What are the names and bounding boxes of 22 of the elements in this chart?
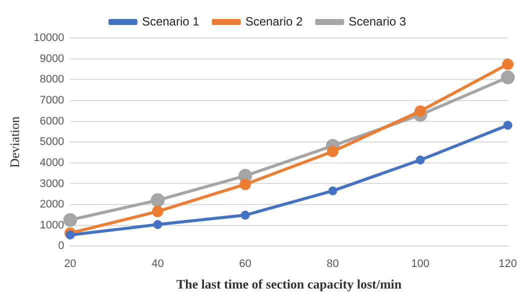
- x-axis-title: The last time of section capacity lost/min: [176, 276, 402, 292]
- y-tick-label: 9000: [40, 52, 64, 65]
- x-tick-label: 100: [411, 258, 430, 270]
- y-tick-label: 4000: [40, 156, 64, 169]
- y-tick-label: 2000: [40, 198, 64, 211]
- x-tick-label: 40: [152, 258, 164, 270]
- y-axis-title: Deviation: [7, 116, 22, 168]
- x-tick-label: 20: [64, 258, 76, 270]
- legend-label: Scenario 2: [245, 14, 304, 28]
- y-tick-label: 5000: [40, 136, 64, 148]
- x-tick-label: 80: [326, 258, 339, 270]
- legend-label: Scenario 3: [348, 14, 406, 28]
- x-tick-label: 60: [239, 258, 252, 270]
- y-tick-label: 8000: [40, 74, 64, 86]
- y-tick-label: 6000: [40, 115, 64, 128]
- y-tick-label: 7000: [40, 94, 64, 106]
- legend-label: Scenario 1: [142, 14, 200, 28]
- y-tick-label: 0: [58, 240, 64, 252]
- y-tick-label: 10000: [34, 32, 64, 44]
- x-tick-label: 120: [498, 258, 518, 270]
- y-tick-label: 3000: [40, 178, 64, 190]
- y-tick-label: 1000: [40, 219, 64, 232]
